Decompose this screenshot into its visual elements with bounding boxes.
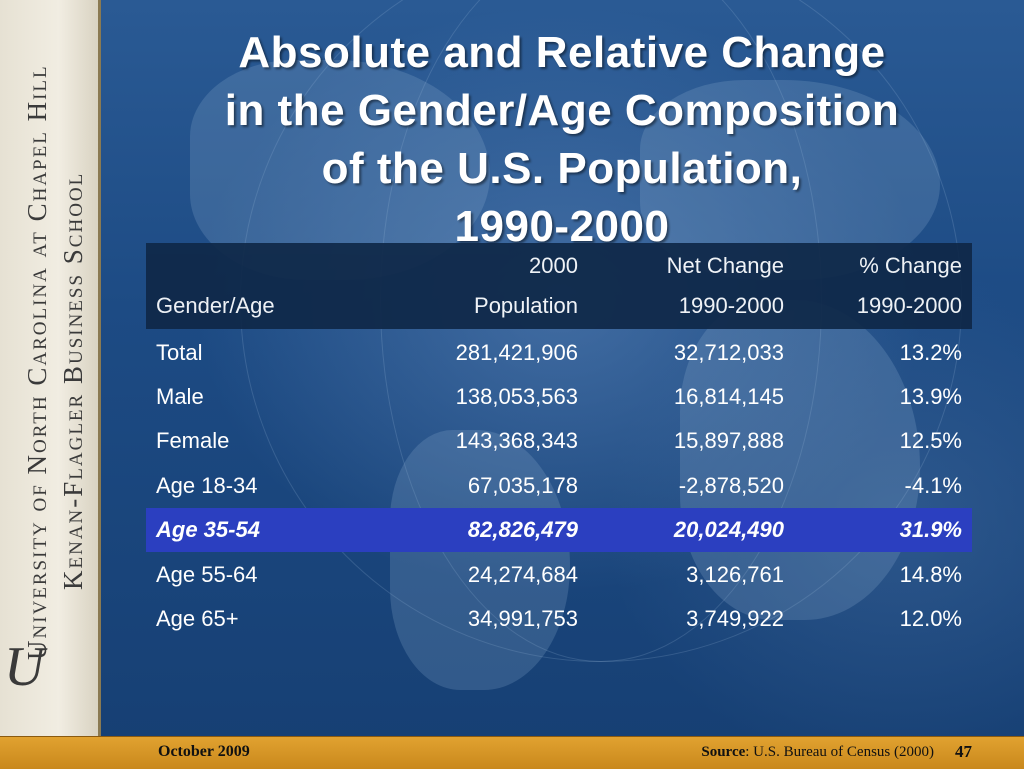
row-pct-change: 14.8% (899, 562, 962, 587)
university-logo-mark: U (4, 636, 45, 698)
row-label: Age 65+ (156, 606, 239, 631)
row-population: 138,053,563 (455, 384, 578, 409)
university-name: University of North Carolina at Chapel H… (22, 64, 52, 660)
table-row-highlighted: Age 35-54 82,826,479 20,024,490 31.9% (146, 508, 972, 552)
title-line-2: in the Gender/Age Composition (224, 86, 900, 135)
land-shape-south-america (390, 430, 570, 690)
table-row: Male 138,053,563 16,814,145 13.9% (146, 375, 972, 419)
row-pct-change: 13.9% (899, 384, 962, 409)
footer-date: October 2009 (158, 743, 250, 760)
row-net-change: -2,878,520 (678, 473, 784, 498)
row-label: Age 35-54 (156, 517, 260, 542)
row-label: Female (156, 428, 230, 453)
column-header-pct-change: % Change 1990-2000 (762, 243, 962, 329)
row-population: 82,826,479 (467, 517, 578, 542)
row-pct-change: 12.5% (899, 428, 962, 453)
table-row: Age 55-64 24,274,684 3,126,761 14.8% (146, 553, 972, 597)
title-line-1: Absolute and Relative Change (238, 28, 886, 77)
column-header-net-change: Net Change 1990-2000 (584, 243, 784, 329)
source-text: : U.S. Bureau of Census (2000) (745, 744, 934, 760)
header-line: Gender/Age (156, 293, 275, 318)
row-pct-change: 13.2% (899, 340, 962, 365)
row-pct-change: -4.1% (904, 473, 962, 498)
table-row: Age 18-34 67,035,178 -2,878,520 -4.1% (146, 464, 972, 508)
row-net-change: 3,126,761 (686, 562, 784, 587)
row-population: 67,035,178 (467, 473, 578, 498)
land-shape-africa (680, 300, 920, 620)
source-label: Source (701, 744, 746, 760)
column-header-gender-age: Gender/Age (156, 243, 356, 329)
header-line: 2000 (529, 253, 578, 278)
row-label: Male (156, 384, 204, 409)
row-net-change: 16,814,145 (673, 384, 784, 409)
row-label: Age 18-34 (156, 473, 258, 498)
slide-title: Absolute and Relative Change in the Gend… (120, 24, 1004, 256)
table-row: Total 281,421,906 32,712,033 13.2% (146, 331, 972, 375)
header-line: Net Change (666, 253, 784, 278)
row-pct-change: 12.0% (899, 606, 962, 631)
title-line-4: 1990-2000 (454, 202, 670, 251)
table-header: Gender/Age 2000 Population Net Change 19… (146, 243, 972, 329)
table-row: Female 143,368,343 15,897,888 12.5% (146, 419, 972, 463)
header-line: 1990-2000 (856, 293, 962, 318)
row-label: Age 55-64 (156, 562, 258, 587)
university-sidebar: U University of North Carolina at Chapel… (0, 0, 101, 736)
row-label: Total (156, 340, 203, 365)
footer-source: Source: U.S. Bureau of Census (2000) (701, 744, 934, 761)
title-line-3: of the U.S. Population, (321, 144, 803, 193)
row-population: 143,368,343 (455, 428, 578, 453)
school-name: Kenan-Flagler Business School (58, 171, 88, 590)
row-population: 24,274,684 (467, 562, 578, 587)
page-number: 47 (955, 742, 972, 761)
row-population: 34,991,753 (467, 606, 578, 631)
header-line: 1990-2000 (678, 293, 784, 318)
row-net-change: 15,897,888 (673, 428, 784, 453)
row-net-change: 32,712,033 (673, 340, 784, 365)
row-pct-change: 31.9% (899, 517, 962, 542)
row-population: 281,421,906 (455, 340, 578, 365)
column-header-population: 2000 Population (378, 243, 578, 329)
sidebar-text: U University of North Carolina at Chapel… (0, 0, 98, 736)
table-row: Age 65+ 34,991,753 3,749,922 12.0% (146, 597, 972, 641)
header-line: % Change (859, 253, 962, 278)
row-net-change: 3,749,922 (686, 606, 784, 631)
header-line: Population (474, 293, 578, 318)
row-net-change: 20,024,490 (673, 517, 784, 542)
footer-bar: October 2009 Source: U.S. Bureau of Cens… (0, 736, 1024, 769)
